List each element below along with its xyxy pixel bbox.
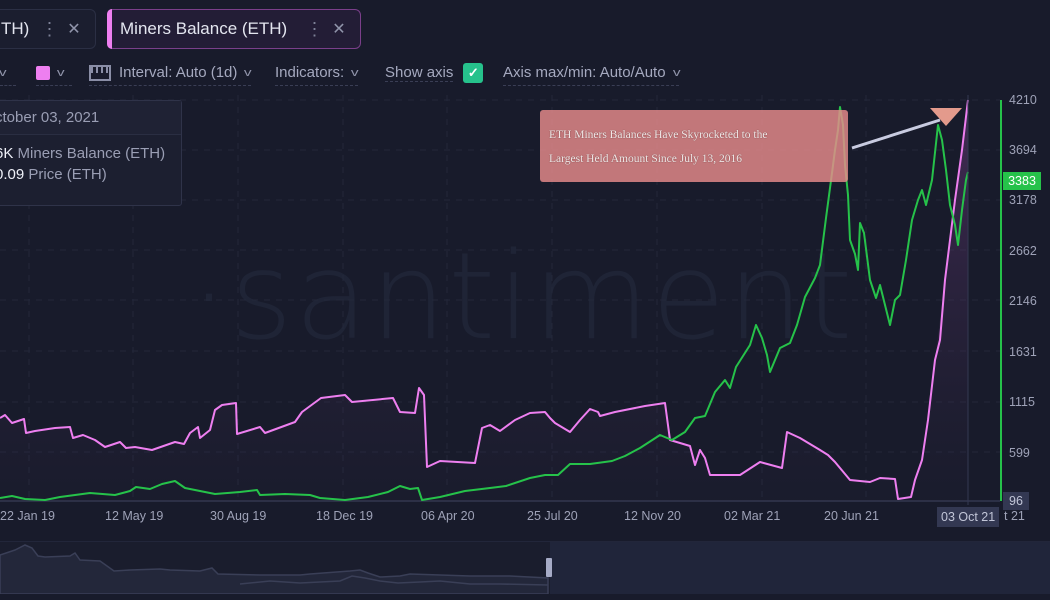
y-tick: 3178 (1009, 193, 1037, 207)
annotation-line-1: ETH Miners Balances Have Skyrocketed to … (549, 129, 768, 141)
chevron-down-icon: v (0, 67, 7, 79)
y-tick: 1115 (1009, 395, 1035, 409)
y-min-label: 96 (1003, 492, 1029, 510)
ruler-icon (89, 64, 111, 81)
x-tick: 20 Jun 21 (824, 509, 879, 523)
indicators-dropdown[interactable]: Indicators: v (275, 60, 359, 86)
x-tick-partial: t 21 (1004, 509, 1025, 523)
x-tick: 18 Dec 19 (316, 509, 373, 523)
tooltip-date: ctober 03, 2021 (0, 101, 181, 135)
x-tick: 22 Jan 19 (0, 509, 55, 523)
y-tick: 3694 (1009, 143, 1037, 157)
santiment-watermark: ·santiment (190, 228, 855, 367)
x-tick: 12 May 19 (105, 509, 164, 523)
tab-label: TH) (1, 19, 30, 38)
tooltip-value: 0.09 (0, 166, 25, 183)
checkmark-icon[interactable]: ✓ (463, 63, 484, 83)
more-options-icon[interactable]: ⋮ (305, 18, 324, 39)
chevron-down-icon: v (672, 66, 681, 79)
current-price-badge: 3383 (1003, 172, 1041, 190)
chart-tooltip: ctober 03, 2021 6K Miners Balance (ETH) … (0, 100, 182, 206)
x-tick: 06 Apr 20 (421, 509, 475, 523)
navigator-selection[interactable] (550, 542, 1050, 594)
show-axis-label: Show axis (385, 64, 454, 82)
annotation-note[interactable]: ETH Miners Balances Have Skyrocketed to … (540, 110, 848, 182)
annotation-arrowhead (930, 108, 962, 126)
tooltip-row-price: 0.09 Price (ETH) (0, 166, 181, 183)
tab-label: Miners Balance (ETH) (120, 19, 288, 38)
miners-balance-line (0, 99, 969, 500)
x-tick: 25 Jul 20 (527, 509, 578, 523)
y-tick: 2662 (1009, 244, 1037, 258)
tooltip-value: 6K (0, 145, 14, 162)
color-swatch (36, 65, 50, 80)
indicators-label: Indicators: (275, 64, 345, 81)
tab-miners-balance[interactable]: Miners Balance (ETH) ⋮ ✕ (107, 9, 361, 49)
metric-toolbar: v v Interval: Auto (1d) v Indicators: v … (0, 60, 1050, 86)
chevron-down-icon: v (56, 66, 65, 79)
chevron-down-icon: v (244, 66, 253, 79)
y-tick: 1631 (1009, 345, 1037, 359)
chart-style-dropdown[interactable]: v (0, 60, 16, 86)
x-tick: 30 Aug 19 (210, 509, 267, 523)
show-axis-toggle[interactable]: Show axis ✓ (385, 60, 484, 86)
close-icon[interactable]: ✕ (332, 21, 346, 38)
range-navigator[interactable] (0, 541, 1050, 594)
tab-price-eth[interactable]: TH) ⋮ ✕ (0, 9, 96, 49)
interval-dropdown[interactable]: Interval: Auto (1d) v (89, 60, 253, 86)
axis-range-dropdown[interactable]: Axis max/min: Auto/Auto v (503, 60, 681, 86)
tooltip-label: Price (ETH) (28, 166, 107, 183)
y-tick: 2146 (1009, 294, 1037, 308)
y-tick: 4210 (1009, 93, 1037, 107)
tooltip-label: Miners Balance (ETH) (17, 145, 166, 162)
miners-balance-area (0, 100, 968, 501)
price-line (0, 106, 969, 501)
more-options-icon[interactable]: ⋮ (40, 18, 59, 39)
tooltip-row-miners: 6K Miners Balance (ETH) (0, 145, 181, 162)
y-tick: 599 (1009, 446, 1030, 460)
chart-canvas[interactable] (0, 0, 1050, 540)
crosshair-date-badge: 03 Oct 21 (937, 507, 1000, 527)
x-tick: 02 Mar 21 (724, 509, 781, 523)
x-tick: 12 Nov 20 (624, 509, 681, 523)
color-picker-dropdown[interactable]: v (36, 60, 72, 86)
annotation-arrow (851, 118, 941, 150)
close-icon[interactable]: ✕ (67, 21, 81, 38)
interval-label: Interval: Auto (1d) (119, 64, 238, 81)
drag-handle-icon[interactable] (546, 558, 552, 577)
annotation-line-2: Largest Held Amount Since July 13, 2016 (549, 153, 743, 165)
axis-range-label: Axis max/min: Auto/Auto (503, 64, 666, 81)
chevron-down-icon: v (351, 66, 359, 79)
